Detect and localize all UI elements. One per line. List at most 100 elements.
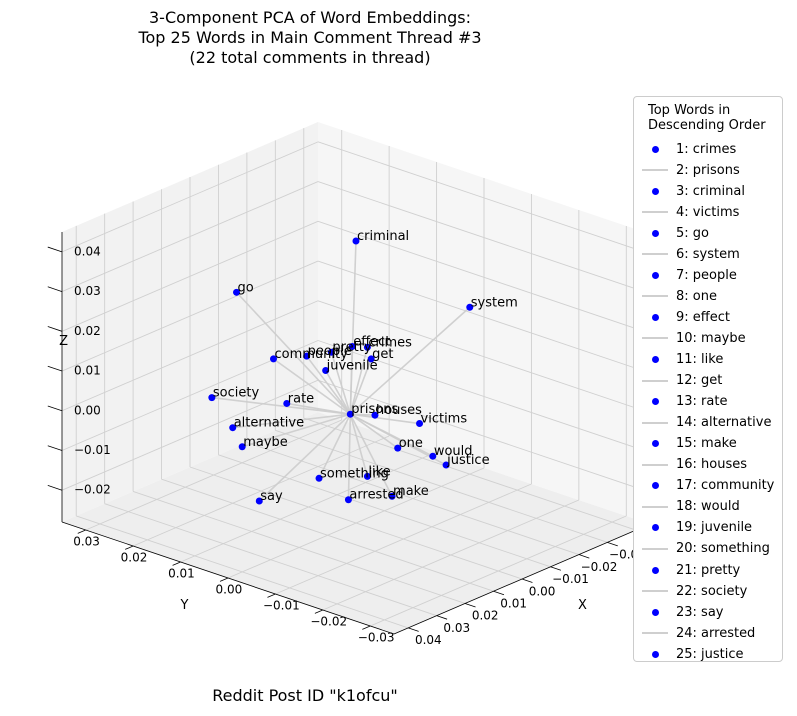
legend-marker-dot [638,313,672,321]
word-point-people [303,352,311,360]
legend-item: 9: effect [634,307,730,327]
legend-marker-line [638,169,672,172]
legend-marker-dot [638,271,672,279]
z-gridline-side [317,181,651,295]
legend-label: 8: one [676,288,717,304]
word-line-get [349,358,372,415]
word-label-effect: effect [353,335,390,350]
word-point-like [363,472,371,480]
x-tick-label: −0.02 [581,560,618,574]
z-tick-label: 0.02 [74,324,101,338]
legend-label: 5: go [676,225,709,241]
word-point-make [388,492,396,500]
y-tick-label: 0.03 [73,534,100,548]
legend-label: 12: get [676,373,723,389]
chart-caption: Reddit Post ID "k1ofcu" [212,686,398,705]
word-line-go [235,291,351,415]
word-point-society [208,394,216,402]
y-tick-mark [77,529,86,534]
word-label-say: say [260,489,283,504]
z-gridline-side [317,260,651,374]
x-tick-mark [578,554,590,559]
word-point-maybe [238,443,246,451]
legend-item: 15: make [634,434,737,454]
word-point-effect [348,343,356,351]
word-line-crimes [349,347,369,415]
word-point-arrested [344,496,352,504]
legend-label: 17: community [676,478,775,494]
legend-label: 7: people [676,267,737,283]
word-line-victims [350,413,420,425]
word-line-people [306,355,351,415]
legend-label: 1: crimes [676,141,737,157]
y-tick-mark [267,593,276,598]
word-line-juvenile [324,370,352,415]
word-line-like [349,413,369,477]
legend-marker-dot [638,650,672,658]
word-line-community [273,358,351,415]
legend-label: 3: criminal [676,183,745,199]
legend-label: 22: society [676,583,748,599]
word-point-pretty [327,348,335,356]
legend-label: 10: maybe [676,330,746,346]
word-point-victims [416,420,424,428]
word-label-criminal: criminal [357,229,409,244]
legend-item: 10: maybe [634,328,746,348]
chart-title: 3-Component PCA of Word Embeddings: Top … [60,8,560,68]
word-label-pretty: pretty [332,340,372,355]
legend-item: 1: crimes [634,139,736,159]
word-point-say [255,497,263,505]
z-tick-mark [47,365,63,372]
z-tick-label: −0.02 [74,483,111,497]
word-line-say [258,413,351,502]
y-gridline-floor [85,419,342,531]
word-labels: crimes prisons criminal victims go system peop… [213,229,518,504]
y-gridline-floor [275,483,532,595]
x-tick-label: 0.02 [472,609,499,623]
legend-marker-line [638,590,672,593]
word-line-system [349,306,471,415]
legend-item: 2: prisons [634,160,740,180]
legend-marker-dot [638,145,672,153]
legend-item: 12: get [634,371,722,391]
z-tick-label: −0.01 [74,443,111,457]
word-point-rate [283,399,291,407]
word-point-alternative [229,424,237,432]
x-tick-mark [521,578,533,583]
legend-item: 20: something [634,539,770,559]
word-point-criminal [352,237,360,245]
word-line-maybe [241,413,351,448]
word-label-juvenile: juvenile [326,359,378,374]
y-tick-mark [172,561,181,566]
legend-label: 20: something [676,541,770,557]
z-gridline-back [61,379,319,491]
x-tick-mark [464,603,476,608]
z-gridline-side [317,300,651,414]
legend-label: 16: houses [676,457,748,473]
legend-marker-line [638,211,672,214]
y-tick-mark [362,625,371,630]
z-tick-mark [47,485,63,491]
chart-title-line-3: (22 total comments in thread) [189,48,431,67]
word-label-crimes: crimes [368,335,412,350]
legend-marker-line [638,547,672,550]
y-tick-label: 0.02 [121,550,148,564]
axes-ticks: −0.04−0.03−0.02−0.010.000.010.020.030.04… [47,232,674,647]
word-label-houses: houses [376,403,422,418]
x-tick-mark [436,615,448,620]
y-gridline-floor [227,467,485,579]
word-label-victims: victims [421,412,468,427]
word-label-alternative: alternative [234,416,304,431]
word-point-justice [442,461,450,469]
y-gridline-floor [370,515,627,627]
word-line-something [318,413,352,479]
z-gridline-back [61,141,319,253]
word-label-arrested: arrested [349,488,403,503]
y-tick-label: 0.01 [168,566,195,580]
legend-item: 21: pretty [634,560,740,580]
legend-label: 21: pretty [676,562,741,578]
legend-label: 9: effect [676,309,730,325]
legend-marker-line [638,253,672,256]
legend-title: Top Words in Descending Order [648,103,766,133]
